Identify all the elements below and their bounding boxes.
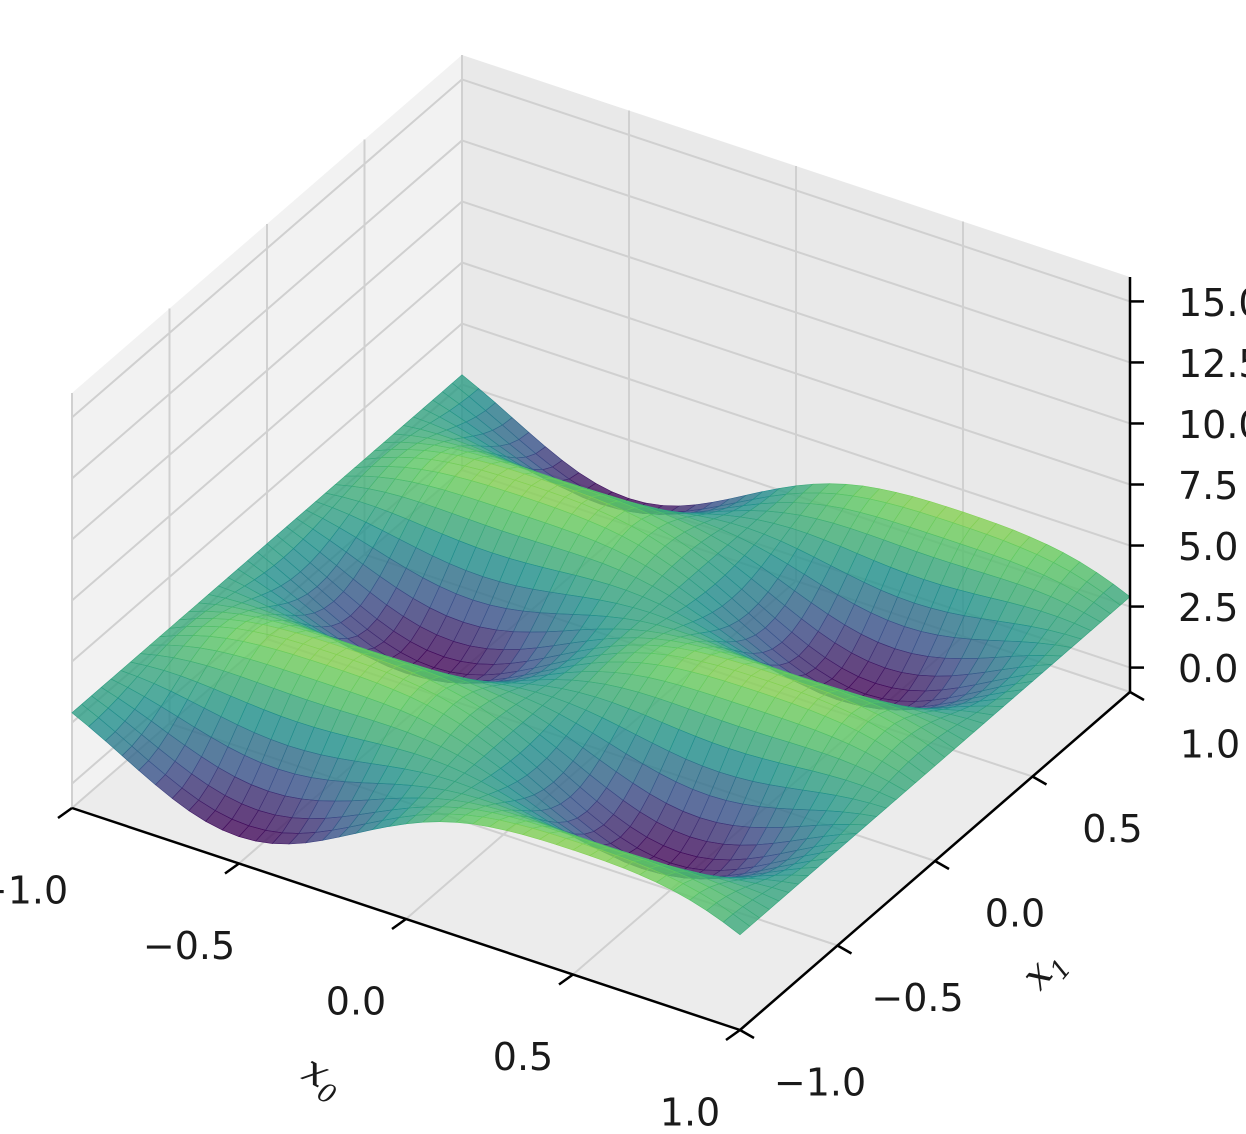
grid-line-z [461, 200, 1131, 425]
y-tick [739, 1028, 755, 1040]
grid-line-z [71, 139, 463, 480]
z-tick-label: 12.5 [1178, 342, 1246, 386]
y-tick-label: 0.0 [985, 892, 1045, 936]
z-tick-label: 7.5 [1178, 464, 1238, 508]
y-tick [934, 859, 950, 871]
y-tick-label: −0.5 [871, 976, 963, 1020]
grid-line-z [71, 322, 463, 663]
grid-line-z [461, 139, 1131, 364]
grid-line-z [461, 78, 1131, 303]
y-tick [836, 944, 853, 955]
x-tick-label: −0.5 [143, 924, 235, 968]
y-tick [1129, 690, 1145, 702]
x-tick [224, 862, 240, 875]
y-tick-label: 1.0 [1180, 723, 1240, 767]
grid-line-z [71, 200, 463, 541]
z-tick-label: 10.0 [1178, 403, 1246, 447]
y-tick-label: 0.5 [1082, 807, 1142, 851]
x-tick-label: 1.0 [660, 1091, 720, 1134]
x-tick-labels: −1.0 −0.5 0.0 0.5 1.0 [0, 869, 720, 1134]
surface [71, 374, 1131, 936]
z-tick-label: 5.0 [1178, 525, 1238, 569]
ticks [57, 300, 1145, 1042]
y-tick-label: −1.0 [774, 1061, 866, 1105]
grid-line-z [71, 261, 463, 602]
x-tick-label: 0.0 [326, 980, 386, 1024]
y-axis-label: x1 [1012, 939, 1078, 1003]
grid-line-z [461, 261, 1131, 486]
x-tick [391, 917, 407, 931]
x-tick-label: 0.5 [493, 1035, 553, 1079]
z-tick-labels: 0.0 2.5 5.0 7.5 10.0 12.5 15.0 [1178, 281, 1246, 691]
x-tick [558, 973, 574, 986]
x-tick-label: −1.0 [0, 869, 68, 913]
grid-line-z [71, 78, 463, 419]
z-tick-label: 0.0 [1178, 647, 1238, 691]
grid-line-z [461, 322, 1131, 547]
surface-facet [722, 913, 751, 936]
x-axis-label: x0 [292, 1046, 351, 1111]
x-tick [725, 1028, 741, 1042]
y-tick-labels: −1.0−0.5 0.0 0.5 1.0 [774, 723, 1240, 1105]
z-tick-label: 15.0 [1178, 281, 1246, 325]
x-tick [57, 806, 73, 820]
y-tick [1031, 775, 1048, 786]
z-tick-label: 2.5 [1178, 586, 1238, 630]
